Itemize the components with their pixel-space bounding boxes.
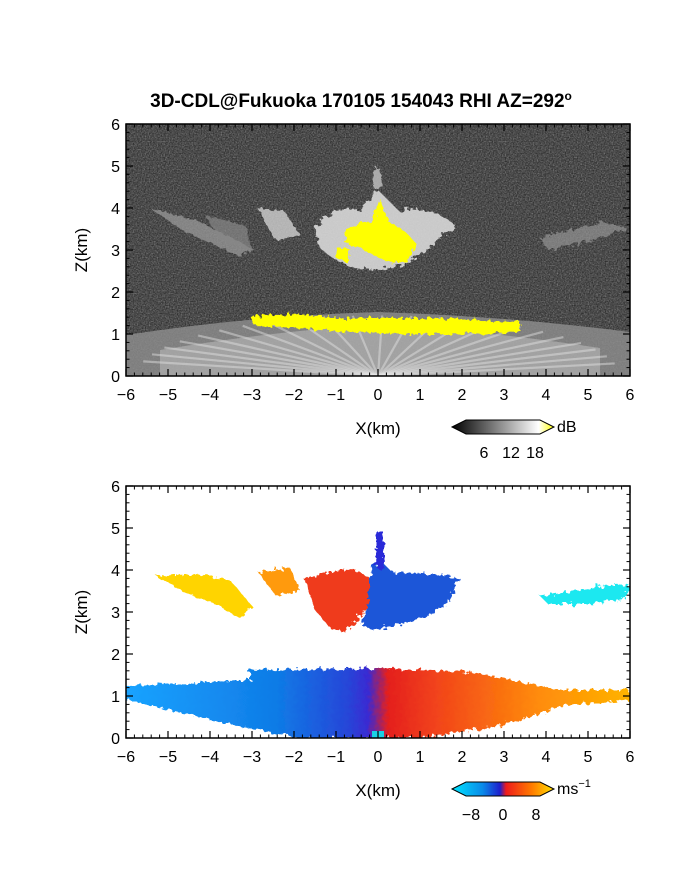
velocity-x-tick-label: 0 <box>374 749 383 766</box>
velocity-x-tick-label: −6 <box>117 749 135 766</box>
snr-x-tick-label: −4 <box>201 387 219 404</box>
snr-beam-ray <box>377 326 521 376</box>
velocity-axis-ticks: −6 −5 −4 −3 −2 −1 0 1 2 3 4 5 6 0 1 2 3 4 5 6 <box>111 479 634 766</box>
snr-x-tick-label: 0 <box>374 387 383 404</box>
velocity-x-tick-label: −3 <box>243 749 261 766</box>
snr-heatmap <box>126 124 630 376</box>
velocity-panel: −6 −5 −4 −3 −2 −1 0 1 2 3 4 5 6 0 1 2 3 4 5 6 X(km) Z(km) m… <box>72 479 635 824</box>
velocity-y-tick-label: 1 <box>111 689 120 706</box>
snr-beam-ray <box>197 334 379 376</box>
velocity-y-tick-label: 0 <box>111 731 120 748</box>
snr-colorbar-unit: dB <box>557 419 577 436</box>
velocity-low-layer <box>126 668 630 738</box>
velocity-colorbar-tick-label: 8 <box>532 807 541 824</box>
snr-colorbar-ticks: 6 12 18 <box>480 445 544 462</box>
snr-colorbar-tick-label: 6 <box>480 445 489 462</box>
snr-x-tick-label: −1 <box>327 387 345 404</box>
snr-beam-ray <box>377 341 582 376</box>
velocity-x-tick-label: 5 <box>584 749 593 766</box>
velocity-x-axis-label: X(km) <box>355 781 400 800</box>
velocity-colorbar-tick-label: 0 <box>499 807 508 824</box>
snr-x-tick-label: 5 <box>584 387 593 404</box>
velocity-y-tick-label: 5 <box>111 521 120 538</box>
snr-beam-ray <box>143 360 379 376</box>
snr-colorbar-bar <box>450 419 556 435</box>
snr-colorbar: dB 6 12 18 <box>450 419 577 462</box>
velocity-x-tick-label: −2 <box>285 749 303 766</box>
snr-boundary-layer-core <box>160 325 600 376</box>
velocity-y-axis-label: Z(km) <box>72 590 91 634</box>
snr-beam-ray <box>151 353 379 376</box>
snr-x-tick-label: 2 <box>458 387 467 404</box>
snr-y-tick-label: 2 <box>111 285 120 302</box>
velocity-heatmap <box>126 486 630 738</box>
velocity-x-tick-label: 1 <box>416 749 425 766</box>
velocity-colorbar-tick-label: −8 <box>462 807 480 824</box>
velocity-x-tick-label: 3 <box>500 749 509 766</box>
snr-beam-ray <box>164 346 379 376</box>
snr-y-tick-label: 0 <box>111 369 120 386</box>
snr-y-tick-label: 5 <box>111 159 120 176</box>
velocity-colorbar-ticks: −8 0 8 <box>462 807 541 824</box>
snr-y-tick-label: 3 <box>111 243 120 260</box>
velocity-colorbar-unit: ms−1 <box>557 778 591 798</box>
snr-x-axis-label: X(km) <box>355 419 400 438</box>
snr-x-tick-label: −3 <box>243 387 261 404</box>
velocity-upper-layer <box>156 532 630 632</box>
velocity-y-tick-label: 2 <box>111 647 120 664</box>
snr-beam-ray <box>377 355 607 376</box>
snr-beam-ray <box>179 340 379 376</box>
snr-beam-ray <box>377 330 544 376</box>
snr-strong-returns <box>250 198 520 334</box>
snr-colorbar-tick-label: 18 <box>526 445 544 462</box>
snr-beam-ray <box>242 324 379 376</box>
chart-title: 3D-CDL@Fukuoka 170105 154043 RHI AZ=292o <box>150 89 572 112</box>
velocity-x-tick-label: −5 <box>159 749 177 766</box>
snr-x-tick-label: 6 <box>626 387 635 404</box>
snr-y-axis-label: Z(km) <box>72 228 91 272</box>
velocity-x-tick-label: 2 <box>458 749 467 766</box>
snr-x-tick-label: 1 <box>416 387 425 404</box>
snr-y-tick-label: 4 <box>111 201 120 218</box>
velocity-y-tick-label: 6 <box>111 479 120 496</box>
snr-beam-ray <box>377 348 596 376</box>
snr-y-tick-label: 6 <box>111 117 120 134</box>
snr-beam-ray <box>377 362 615 376</box>
snr-colorbar-tick-label: 12 <box>502 445 520 462</box>
velocity-y-tick-label: 3 <box>111 605 120 622</box>
snr-x-tick-label: −6 <box>117 387 135 404</box>
snr-beam-ray <box>218 329 379 376</box>
velocity-colorbar-bar <box>450 781 556 797</box>
velocity-x-tick-label: −1 <box>327 749 345 766</box>
snr-x-tick-label: −2 <box>285 387 303 404</box>
velocity-y-tick-label: 4 <box>111 563 120 580</box>
velocity-x-tick-label: −4 <box>201 749 219 766</box>
snr-beam-rays <box>143 315 615 376</box>
snr-axis-ticks: −6 −5 −4 −3 −2 −1 0 1 2 3 4 5 6 0 1 2 3 4 5 6 <box>111 117 634 404</box>
snr-y-tick-label: 1 <box>111 327 120 344</box>
velocity-x-tick-label: 6 <box>626 749 635 766</box>
velocity-colorbar: ms−1 −8 0 8 <box>450 778 591 824</box>
snr-beam-ray <box>267 321 379 376</box>
velocity-x-tick-label: 4 <box>542 749 551 766</box>
snr-x-tick-label: −5 <box>159 387 177 404</box>
snr-beam-ray <box>377 336 564 376</box>
snr-x-tick-label: 4 <box>542 387 551 404</box>
snr-x-tick-label: 3 <box>500 387 509 404</box>
